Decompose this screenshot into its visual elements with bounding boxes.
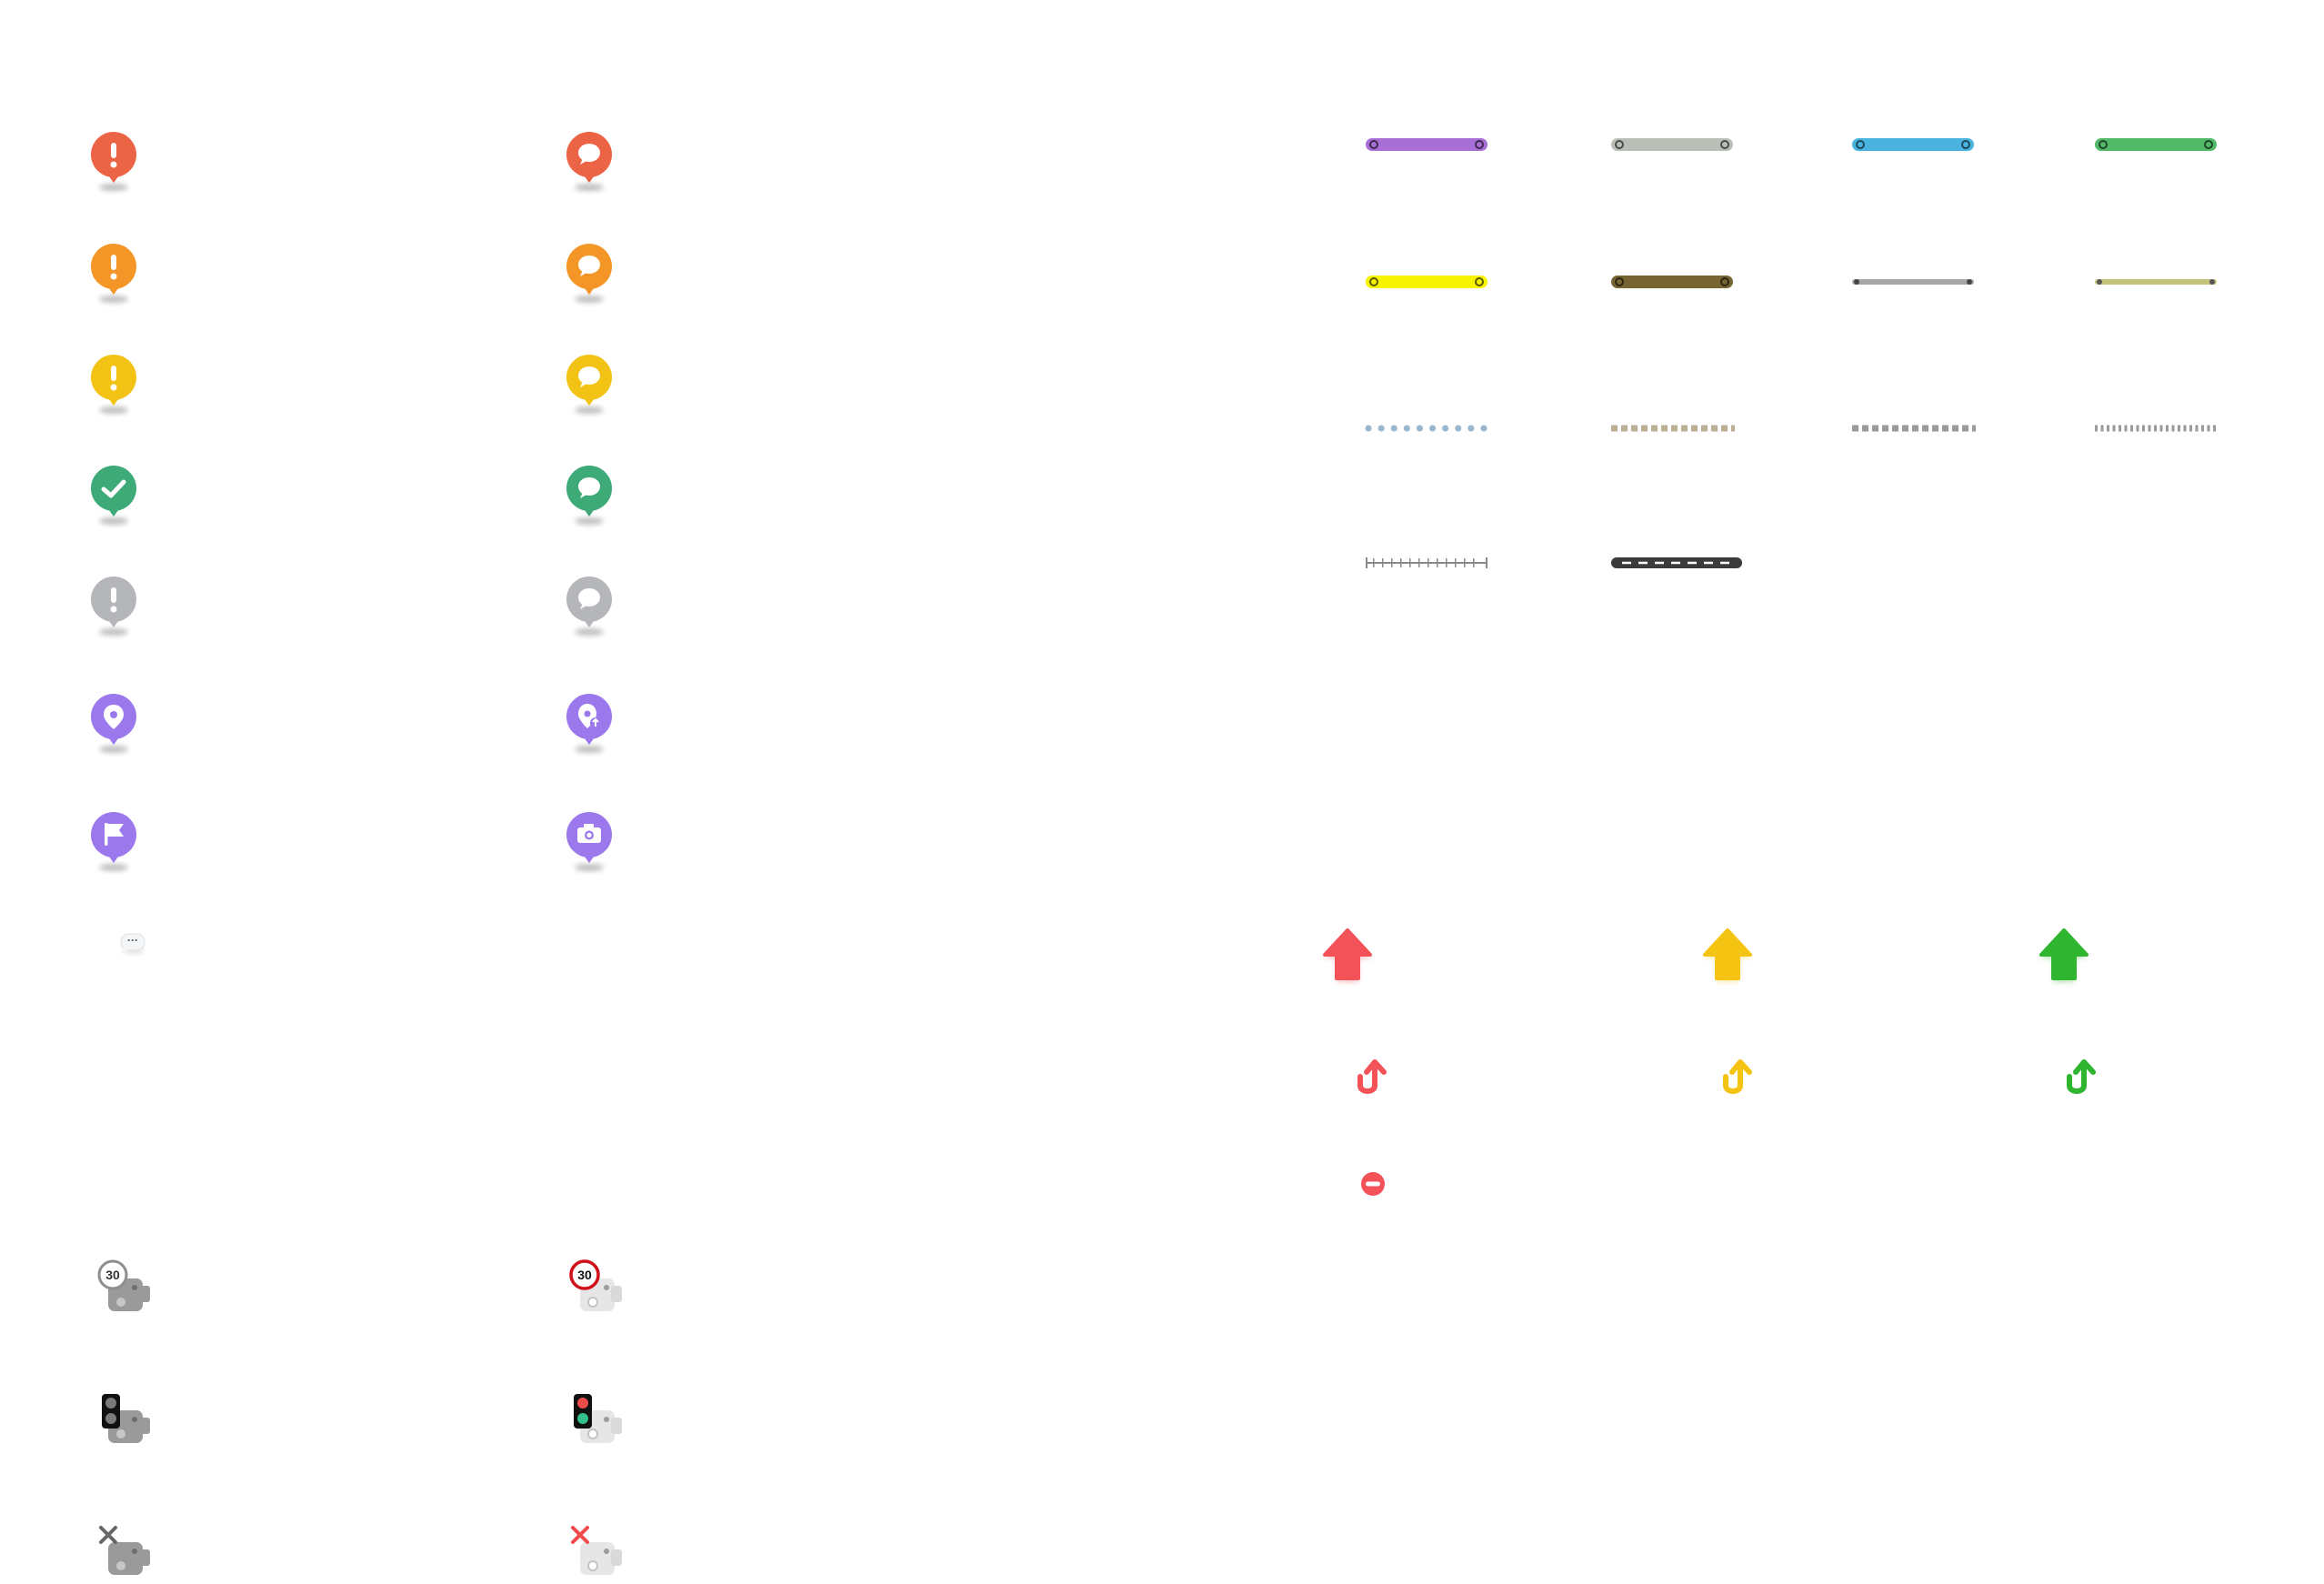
chat-icon (578, 588, 600, 609)
check-pin-green[interactable] (86, 461, 141, 534)
location-pin-purple[interactable] (86, 689, 141, 762)
no-entry-icon (1358, 1169, 1387, 1198)
alert-pin-gray[interactable] (86, 572, 141, 645)
flag-icon (105, 823, 124, 846)
route-swatch-thin-gray (1850, 271, 1978, 293)
chat-pin-gray[interactable] (562, 572, 616, 645)
chat-pin-green[interactable] (562, 461, 616, 534)
alert-pin-red[interactable] (86, 127, 141, 200)
traffic-light-camera-color[interactable] (566, 1389, 629, 1452)
route-swatch-blue (1850, 134, 1978, 155)
route-swatch-thin-khaki (2093, 271, 2220, 293)
arrow-up-icon-red (1318, 926, 1377, 987)
route-swatch-sage (1609, 134, 1737, 155)
arrow-up-icon-yellow (1698, 926, 1757, 987)
u-turn-icon-yellow (1715, 1055, 1762, 1102)
route-swatch-green (2093, 134, 2220, 155)
chat-pin-yellow[interactable] (562, 350, 616, 423)
route-swatch-yellow (1364, 271, 1491, 293)
speed-camera-gray[interactable]: 30 (94, 1257, 157, 1320)
alert-pin-orange[interactable] (86, 239, 141, 312)
camera-icon (577, 824, 601, 843)
alert-pin-yellow[interactable] (86, 350, 141, 423)
camera-off-color[interactable] (566, 1520, 629, 1584)
route-swatch-dashed-gray (1850, 417, 1978, 439)
speed-camera-red[interactable]: 30 (566, 1257, 629, 1320)
speech-bubble-text: ··· (127, 934, 138, 947)
chat-pin-orange[interactable] (562, 239, 616, 312)
traffic-light-camera-gray[interactable] (94, 1389, 157, 1452)
route-swatch-dashed-tan (1609, 417, 1737, 439)
u-turn-icon-green (2059, 1055, 2106, 1102)
speed-limit-label: 30 (577, 1268, 592, 1282)
camera-pin-purple[interactable] (562, 807, 616, 880)
route-swatch-railway (1609, 552, 1742, 574)
route-swatch-fine-dash (2093, 417, 2220, 439)
speech-bubble-icon[interactable]: ··· (116, 931, 149, 958)
flag-pin-purple[interactable] (86, 807, 141, 880)
route-swatch-purple (1364, 134, 1491, 155)
location-plus-pin-purple[interactable] (562, 689, 616, 762)
chat-pin-red[interactable] (562, 127, 616, 200)
chat-icon (578, 477, 600, 498)
camera-off-gray[interactable] (94, 1520, 157, 1584)
route-swatch-dotted-blue (1364, 417, 1491, 439)
location-plus-icon (578, 704, 601, 728)
chat-icon (578, 366, 600, 387)
chat-icon (578, 144, 600, 165)
arrow-up-icon-green (2035, 926, 2093, 987)
chat-icon (578, 256, 600, 276)
speed-limit-label: 30 (105, 1268, 120, 1282)
route-swatch-tick-rail (1364, 552, 1491, 574)
check-icon (101, 479, 126, 498)
route-swatch-olive (1609, 271, 1737, 293)
u-turn-icon-red (1349, 1055, 1397, 1102)
